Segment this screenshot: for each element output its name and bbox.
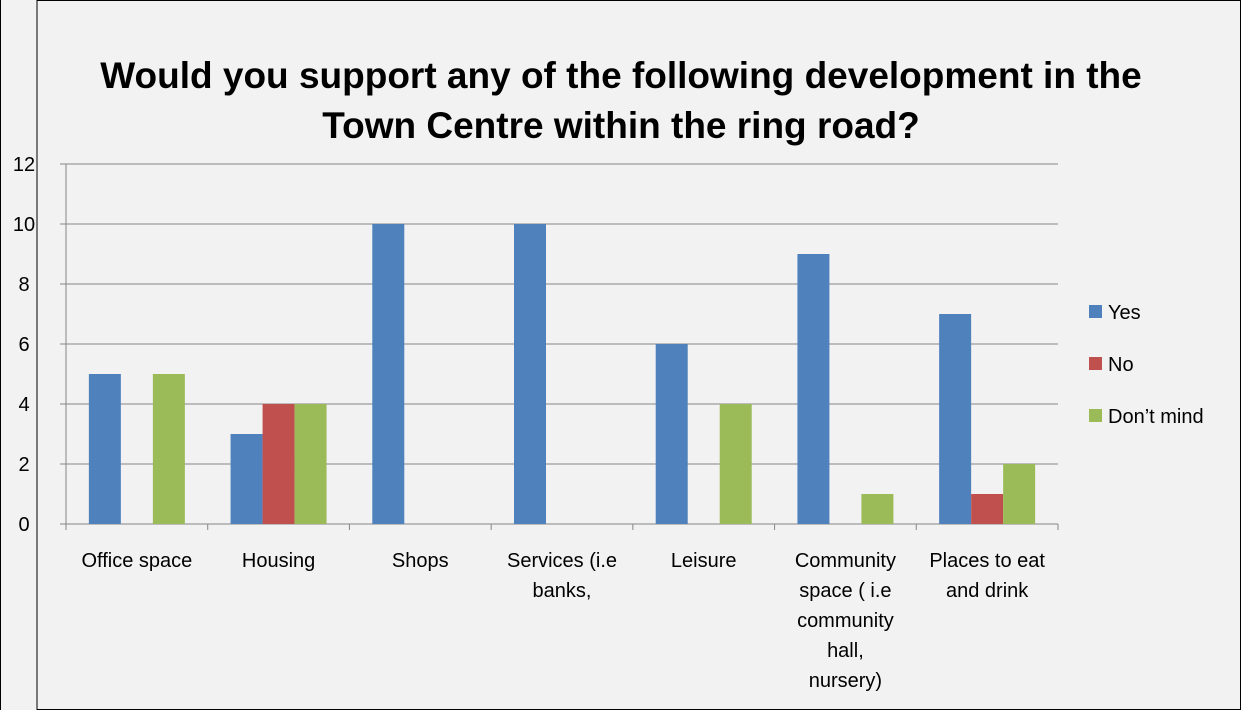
bar-yes-2 (372, 224, 405, 524)
legend-swatch-2 (1089, 409, 1102, 422)
chart-title-line: Town Centre within the ring road? (322, 105, 919, 146)
legend-label-1: No (1108, 354, 1134, 376)
bar-yes-1 (230, 434, 263, 524)
bar-yes-5 (797, 254, 830, 524)
legend-label-2: Don’t mind (1108, 406, 1204, 428)
legend-label-0: Yes (1108, 302, 1141, 324)
x-category-label: Shops (392, 550, 449, 572)
x-category-label: Services (i.e (507, 550, 617, 572)
legend-swatch-0 (1089, 305, 1102, 318)
x-category-label: Places to eat (929, 550, 1045, 572)
bar-no-1 (262, 404, 295, 524)
bar-yes-3 (514, 224, 546, 524)
x-category-label: Housing (242, 550, 315, 572)
x-category-label: and drink (946, 580, 1029, 602)
bar-don-t-mind-6 (1003, 464, 1036, 524)
x-category-label: hall, (827, 640, 864, 662)
bar-no-6 (971, 494, 1004, 524)
bar-yes-4 (655, 344, 688, 524)
legend-swatch-1 (1089, 357, 1102, 370)
x-category-label: community (797, 610, 894, 632)
bar-don-t-mind-4 (719, 404, 752, 524)
bar-yes-6 (939, 314, 972, 524)
y-tick-label: 4 (18, 394, 29, 416)
x-category-label: Leisure (671, 550, 737, 572)
y-tick-label: 12 (13, 154, 35, 176)
chart-title-line: Would you support any of the following d… (100, 55, 1141, 96)
y-tick-label: 10 (13, 214, 35, 236)
y-tick-label: 2 (18, 454, 29, 476)
bar-don-t-mind-1 (294, 404, 327, 524)
x-category-label: Office space (81, 550, 192, 572)
bar-don-t-mind-5 (861, 494, 894, 524)
y-tick-label: 8 (18, 274, 29, 296)
bar-don-t-mind-0 (152, 374, 185, 524)
x-category-label: banks, (533, 580, 592, 602)
x-category-label: nursery) (809, 670, 882, 692)
bar-yes-0 (88, 374, 121, 524)
x-category-label: space ( i.e (799, 580, 891, 602)
y-tick-label: 6 (18, 334, 29, 356)
x-category-label: Community (795, 550, 896, 572)
y-tick-label: 0 (18, 514, 29, 536)
